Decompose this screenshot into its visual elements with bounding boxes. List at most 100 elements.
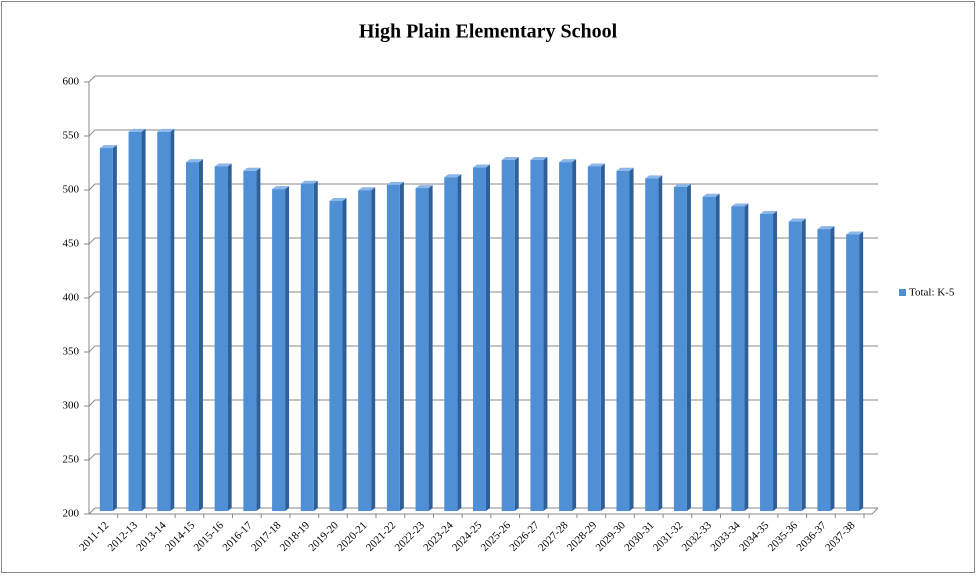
grid-side [88,183,96,191]
bar-side [859,231,864,511]
bar [530,160,544,511]
bar-side [715,193,720,511]
bar-top [185,159,203,163]
grid-side [88,291,96,299]
bar [329,201,343,512]
bar-side [399,181,404,511]
bar-top [645,175,663,179]
bar [300,183,314,511]
y-tick-label: 600 [63,76,80,88]
grid-side [88,237,96,245]
bar [731,206,745,511]
bar-side [801,218,806,511]
bar-top [473,164,490,168]
bar-side [572,159,577,511]
bar-side [342,198,347,512]
grid-side [88,453,96,461]
bar [473,167,486,511]
bar-top [386,181,404,185]
y-tick-label: 550 [63,130,80,142]
bar-top [99,145,117,149]
bar [587,166,601,512]
bar-side [313,180,318,511]
y-tick-label: 500 [63,184,80,196]
bar [673,187,687,511]
floor-side [871,507,879,515]
bar-side [514,157,519,511]
bar-side [830,226,835,511]
bar [185,162,199,511]
bar [99,148,113,511]
bar-side [686,184,691,511]
bar-top [300,180,318,184]
bar-top [530,157,548,160]
grid-side [88,507,96,515]
bar-top [616,167,634,171]
bar-top [501,157,519,160]
y-tick-label: 200 [63,508,80,520]
bar-side [428,185,433,511]
bar-top [587,163,605,167]
y-tick-label: 350 [63,346,80,358]
y-tick-label: 450 [63,238,80,250]
bar-top [415,185,433,189]
bar [358,190,372,512]
bar [386,184,400,511]
bar [645,178,659,512]
bar-top [702,193,720,197]
bar [616,170,630,512]
bar-side [112,145,117,511]
bar-top [559,159,577,163]
bar-top [329,198,347,202]
grid-side [88,399,96,407]
bar-side [141,128,146,512]
bar-side [170,128,175,512]
bar-side [256,167,261,512]
bar-side [773,211,778,511]
bar [760,214,774,511]
legend-swatch [899,289,906,296]
bar-top [817,226,835,230]
grid-side [88,345,96,353]
bar-top [444,174,462,178]
y-tick-label: 250 [63,454,80,466]
legend-label: Total: K-5 [909,287,955,299]
grid-side [88,75,96,83]
bar [128,131,142,512]
bar [501,160,515,511]
bar [444,177,458,511]
bar [272,189,286,511]
bar-top [760,211,778,214]
bar [788,221,802,511]
bar-side [658,175,663,512]
bar-side [744,203,749,511]
bar-side [198,159,203,511]
bar-top [731,203,749,207]
grid-side [88,129,96,137]
bar-side [629,167,634,512]
bar-side [486,164,490,511]
bar [157,131,171,512]
bar-top [788,218,806,222]
bar [846,234,860,511]
bar-side [457,174,462,511]
bar-side [600,163,605,512]
y-tick-label: 400 [63,292,80,304]
bar [243,170,257,512]
bar [214,166,228,512]
bar-top [846,231,864,235]
y-tick-label: 300 [63,400,80,412]
bar [702,196,716,511]
bar-top [157,128,175,132]
bar-side [227,163,232,512]
bar [559,162,573,511]
chart-title: High Plain Elementary School [359,21,618,43]
bar-side [543,157,548,511]
bar-side [285,186,290,511]
bar [817,229,831,511]
bar-side [371,187,376,512]
bar-top [673,184,691,187]
bar-top [272,186,290,190]
bar-top [214,163,232,167]
